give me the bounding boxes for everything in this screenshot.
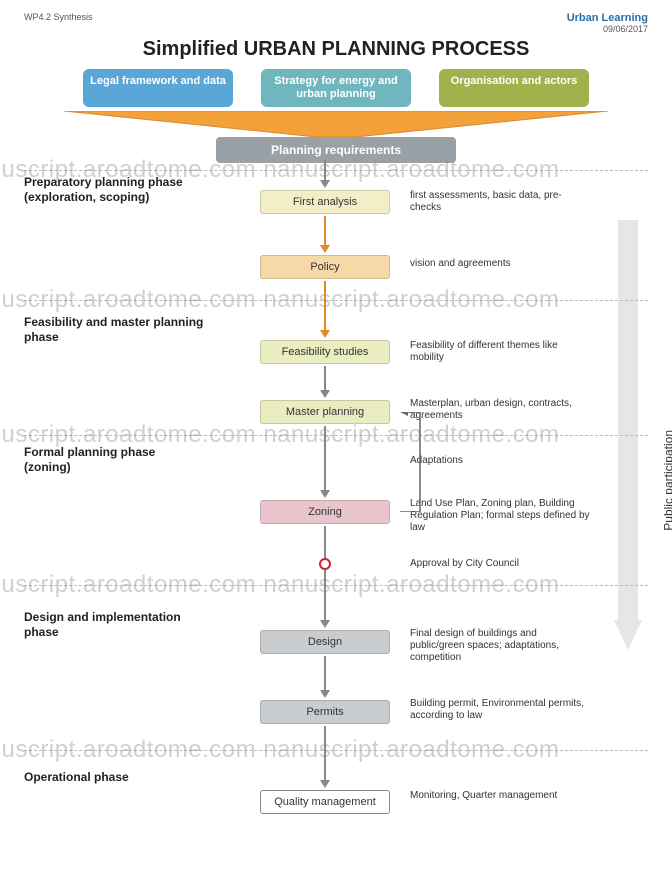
flow-arrow-icon: [322, 216, 328, 253]
phase-label: Preparatory planning phase (exploration,…: [24, 175, 204, 205]
phase-label: Formal planning phase (zoning): [24, 445, 204, 475]
page: WP4.2 Synthesis Urban Learning 09/06/201…: [0, 0, 672, 896]
node-zoning: Zoning: [260, 500, 390, 524]
flow-arrow-icon: [322, 726, 328, 788]
node-description: Adaptations: [410, 455, 590, 467]
node-description: first assessments, basic data, pre-check…: [410, 190, 590, 214]
node-description: Feasibility of different themes like mob…: [410, 340, 590, 364]
node-master-planning: Master planning: [260, 400, 390, 424]
node-description: Land Use Plan, Zoning plan, Building Reg…: [410, 498, 590, 534]
node-first-analysis: First analysis: [260, 190, 390, 214]
pillar-strategy: Strategy for energy and urban planning: [261, 69, 411, 107]
node-description: vision and agreements: [410, 258, 590, 270]
phase-divider: [24, 750, 648, 751]
flow-arrow-icon: [322, 160, 328, 188]
pillars-row: Legal framework and data Strategy for en…: [24, 69, 648, 107]
phase-label: Design and implementation phase: [24, 610, 204, 640]
funnel-icon: [64, 111, 608, 137]
pillar-legal: Legal framework and data: [83, 69, 233, 107]
flow-arrow-icon: [322, 366, 328, 398]
participation-label: Public participation: [662, 430, 672, 531]
node-description: Building permit, Environmental permits, …: [410, 698, 590, 722]
node-description: Approval by City Council: [410, 558, 590, 570]
doc-code: WP4.2 Synthesis: [24, 12, 93, 22]
doc-date: 09/06/2017: [603, 24, 648, 34]
node-description: Final design of buildings and public/gre…: [410, 628, 590, 664]
phase-label: Feasibility and master planning phase: [24, 315, 204, 345]
pillar-actors: Organisation and actors: [439, 69, 589, 107]
phase-divider: [24, 435, 648, 436]
flow-arrow-icon: [322, 426, 328, 498]
phase-label: Operational phase: [24, 770, 204, 785]
approval-marker-icon: [319, 558, 331, 570]
node-description: Masterplan, urban design, contracts, agr…: [410, 398, 590, 422]
phase-divider: [24, 170, 648, 171]
node-design: Design: [260, 630, 390, 654]
node-feasibility: Feasibility studies: [260, 340, 390, 364]
logo-text: Urban Learning: [567, 12, 648, 24]
node-quality: Quality management: [260, 790, 390, 814]
node-policy: Policy: [260, 255, 390, 279]
page-title: Simplified URBAN PLANNING PROCESS: [24, 38, 648, 61]
feedback-loop-arrow-icon: [400, 412, 430, 512]
flow-arrow-icon: [322, 281, 328, 338]
flow-arrow-icon: [322, 656, 328, 698]
header-row: WP4.2 Synthesis Urban Learning 09/06/201…: [24, 12, 648, 34]
requirements-box: Planning requirements: [216, 137, 456, 163]
phase-divider: [24, 300, 648, 301]
phase-divider: [24, 585, 648, 586]
node-permits: Permits: [260, 700, 390, 724]
flow-arrow-icon: [322, 526, 328, 628]
node-description: Monitoring, Quarter management: [410, 790, 590, 802]
